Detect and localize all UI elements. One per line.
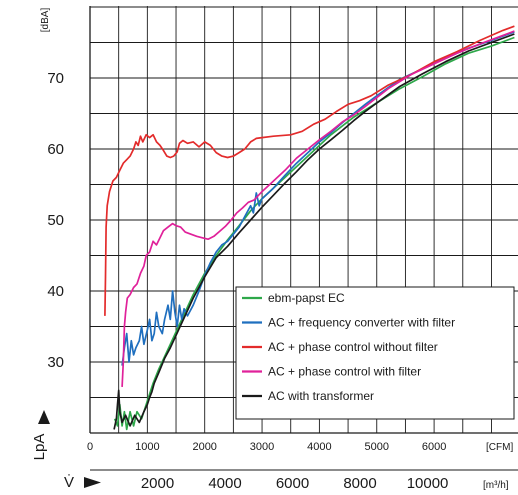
- x-tick-label-m3h: 10000: [407, 475, 449, 492]
- series-line-3: [104, 25, 515, 316]
- y-unit-label: [dBA]: [40, 8, 51, 33]
- y-tick-labels: 30 40 50 60 70: [47, 70, 64, 371]
- x-unit-label-m3h: [m³/h]: [483, 480, 509, 491]
- x-tick-label-cfm: 5000: [365, 441, 389, 453]
- x-axis-arrow-icon: [84, 477, 101, 488]
- legend-entry: AC + phase control without filter: [268, 340, 438, 354]
- axes: [89, 6, 518, 471]
- y-tick-label: 70: [47, 70, 64, 87]
- legend: ebm-papst EC AC + frequency converter wit…: [235, 286, 515, 420]
- x-tick-label-cfm: 4000: [307, 441, 331, 453]
- y-tick-label: 30: [47, 354, 64, 371]
- series-line-5: [113, 33, 515, 430]
- x-tick-label-cfm: 3000: [250, 441, 274, 453]
- series-line-4: [121, 30, 515, 387]
- x-axis-title: V̇: [64, 474, 101, 491]
- legend-entry: AC + frequency converter with filter: [268, 316, 455, 330]
- x-tick-label-m3h: 4000: [208, 475, 241, 492]
- y-axis-arrow-icon: [38, 410, 50, 424]
- x-tick-label-cfm: 0: [87, 441, 93, 453]
- x-tick-label-m3h: 2000: [141, 475, 174, 492]
- y-tick-label: 50: [47, 212, 64, 229]
- x-tick-label-cfm: 6000: [422, 441, 446, 453]
- x-tick-label-cfm: 2000: [192, 441, 216, 453]
- y-axis-title: LpA: [31, 410, 50, 460]
- x-tick-labels-m3h: 2000 4000 6000 8000 10000: [141, 475, 449, 492]
- x-axis-label: V̇: [64, 474, 74, 491]
- legend-entry: AC with transformer: [268, 389, 374, 403]
- legend-entry: AC + phase control with filter: [268, 365, 421, 379]
- legend-box: [235, 286, 515, 420]
- x-tick-label-cfm: 1000: [135, 441, 159, 453]
- x-unit-label-cfm: [CFM]: [486, 442, 513, 453]
- y-tick-label: 40: [47, 283, 64, 300]
- y-tick-label: 60: [47, 141, 64, 158]
- x-tick-label-m3h: 8000: [343, 475, 376, 492]
- legend-entry: ebm-papst EC: [268, 291, 345, 305]
- y-axis-label: LpA: [31, 434, 48, 461]
- x-tick-label-m3h: 6000: [276, 475, 309, 492]
- series-lines: [104, 25, 515, 431]
- series-line-1: [113, 36, 515, 431]
- x-tick-labels-cfm: 0 1000 2000 3000 4000 5000 6000: [87, 441, 446, 453]
